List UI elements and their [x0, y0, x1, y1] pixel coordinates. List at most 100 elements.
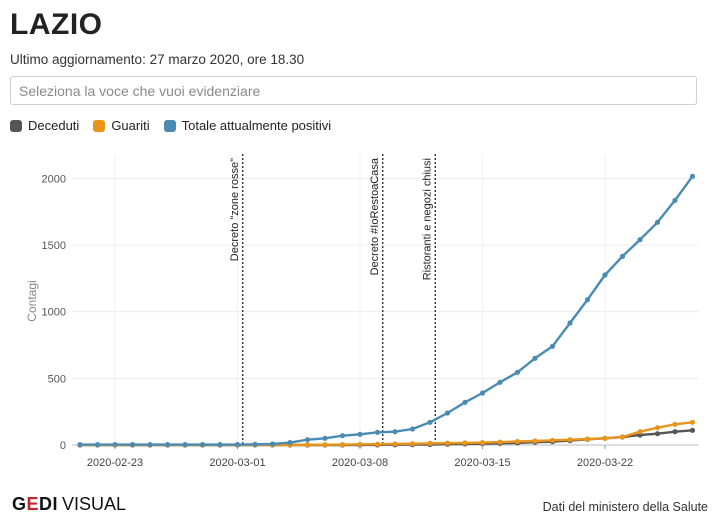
- annotations: Decreto "zone rosse" Decreto #IoRestoaCas…: [229, 154, 436, 445]
- annotation-label: Decreto #IoRestoaCasa: [369, 157, 381, 275]
- data-point[interactable]: [462, 399, 468, 405]
- series-line-2[interactable]: [80, 175, 694, 446]
- x-tick-label: 2020-03-15: [454, 457, 510, 469]
- data-point[interactable]: [164, 442, 171, 448]
- axes: 0 500 1000 1500 2000 2020-02-23 2020-03-01 2020…: [25, 173, 633, 469]
- data-point[interactable]: [112, 442, 118, 448]
- y-tick-label: 1500: [42, 240, 66, 252]
- data-point[interactable]: [479, 390, 486, 396]
- data-point[interactable]: [444, 440, 451, 446]
- data-point[interactable]: [199, 442, 206, 448]
- series-line-1[interactable]: [80, 421, 693, 447]
- annotation-label: Ristoranti e negozi chiusi: [421, 158, 433, 280]
- legend-swatch-guariti: [93, 119, 106, 132]
- data-point[interactable]: [497, 379, 503, 385]
- data-point[interactable]: [462, 440, 468, 446]
- data-point[interactable]: [427, 419, 433, 425]
- data-point[interactable]: [392, 441, 398, 447]
- data-source: Dati del ministero della Salute: [542, 500, 708, 514]
- chart-legend: Deceduti Guariti Totale attualmente posi…: [10, 118, 345, 133]
- data-point[interactable]: [689, 427, 696, 433]
- y-tick-label: 500: [48, 373, 66, 385]
- data-point[interactable]: [409, 426, 416, 432]
- highlight-select[interactable]: Seleziona la voce che vuoi evidenziare: [10, 76, 697, 105]
- data-point[interactable]: [129, 442, 136, 448]
- data-point[interactable]: [269, 441, 276, 447]
- data-point[interactable]: [672, 197, 678, 203]
- data-point[interactable]: [584, 436, 591, 442]
- data-point[interactable]: [252, 441, 258, 447]
- data-point[interactable]: [567, 320, 573, 326]
- data-point[interactable]: [654, 219, 661, 225]
- legend-item-guariti[interactable]: Guariti: [93, 118, 150, 133]
- legend-item-deceduti[interactable]: Deceduti: [10, 118, 79, 133]
- data-point[interactable]: [374, 441, 381, 447]
- data-point[interactable]: [392, 429, 398, 435]
- data-point[interactable]: [654, 431, 661, 437]
- data-point[interactable]: [234, 442, 241, 448]
- data-point[interactable]: [654, 425, 661, 431]
- x-tick-label: 2020-03-22: [577, 457, 633, 469]
- x-tick-label: 2020-03-01: [209, 457, 265, 469]
- page-title: LAZIO: [10, 8, 103, 41]
- data-point[interactable]: [357, 441, 363, 447]
- data-point[interactable]: [549, 343, 556, 349]
- data-point[interactable]: [532, 438, 538, 444]
- data-point[interactable]: [147, 442, 153, 448]
- gedi-logo-text: GEDI: [12, 494, 59, 514]
- data-point[interactable]: [77, 442, 83, 448]
- data-point[interactable]: [549, 437, 556, 443]
- legend-label-positivi: Totale attualmente positivi: [181, 118, 332, 133]
- data-point[interactable]: [689, 173, 696, 179]
- data-point[interactable]: [567, 437, 573, 443]
- data-point[interactable]: [672, 429, 678, 435]
- y-axis-title: Contagi: [25, 280, 39, 321]
- data-point[interactable]: [444, 410, 451, 416]
- data-point[interactable]: [374, 429, 381, 435]
- data-point[interactable]: [339, 433, 346, 439]
- data-point[interactable]: [182, 442, 188, 448]
- data-point[interactable]: [689, 419, 696, 425]
- data-point[interactable]: [322, 435, 328, 441]
- data-point[interactable]: [287, 440, 293, 446]
- data-point[interactable]: [497, 439, 503, 445]
- data-point[interactable]: [637, 237, 643, 243]
- data-point[interactable]: [304, 437, 311, 443]
- highlight-select-placeholder: Seleziona la voce che vuoi evidenziare: [19, 82, 261, 99]
- data-point[interactable]: [217, 442, 223, 448]
- data-point[interactable]: [602, 435, 608, 441]
- data-point[interactable]: [602, 272, 608, 278]
- x-tick-label: 2020-03-08: [332, 457, 388, 469]
- last-update-text: Ultimo aggiornamento: 27 marzo 2020, ore…: [10, 52, 305, 67]
- data-point[interactable]: [339, 442, 346, 448]
- x-tick-label: 2020-02-23: [87, 457, 143, 469]
- data-point[interactable]: [94, 442, 101, 448]
- data-point[interactable]: [479, 440, 486, 446]
- data-point[interactable]: [619, 253, 626, 259]
- series: [77, 173, 696, 448]
- legend-swatch-deceduti: [10, 119, 22, 132]
- legend-swatch-positivi: [163, 119, 176, 132]
- data-point[interactable]: [427, 440, 433, 446]
- data-point[interactable]: [304, 442, 311, 448]
- line-chart: Decreto "zone rosse" Decreto #IoRestoaCas…: [25, 154, 699, 469]
- data-point[interactable]: [357, 431, 363, 437]
- y-tick-label: 0: [60, 440, 66, 452]
- annotation-label: Decreto "zone rosse": [229, 158, 241, 261]
- y-tick-label: 2000: [42, 173, 66, 185]
- data-point[interactable]: [672, 421, 678, 427]
- legend-label-deceduti: Deceduti: [28, 118, 80, 133]
- data-point[interactable]: [637, 429, 643, 435]
- data-point[interactable]: [584, 297, 591, 303]
- data-point[interactable]: [409, 441, 416, 447]
- data-point[interactable]: [532, 355, 538, 361]
- data-point[interactable]: [619, 434, 626, 440]
- data-point[interactable]: [322, 442, 328, 448]
- data-point[interactable]: [514, 438, 521, 445]
- y-tick-label: 1000: [42, 307, 66, 319]
- gridlines: [72, 155, 699, 446]
- data-point[interactable]: [514, 369, 521, 375]
- legend-item-positivi[interactable]: Totale attualmente positivi: [163, 118, 332, 133]
- gedi-visual-logo: GEDI VISUAL: [12, 494, 126, 515]
- legend-label-guariti: Guariti: [111, 118, 150, 133]
